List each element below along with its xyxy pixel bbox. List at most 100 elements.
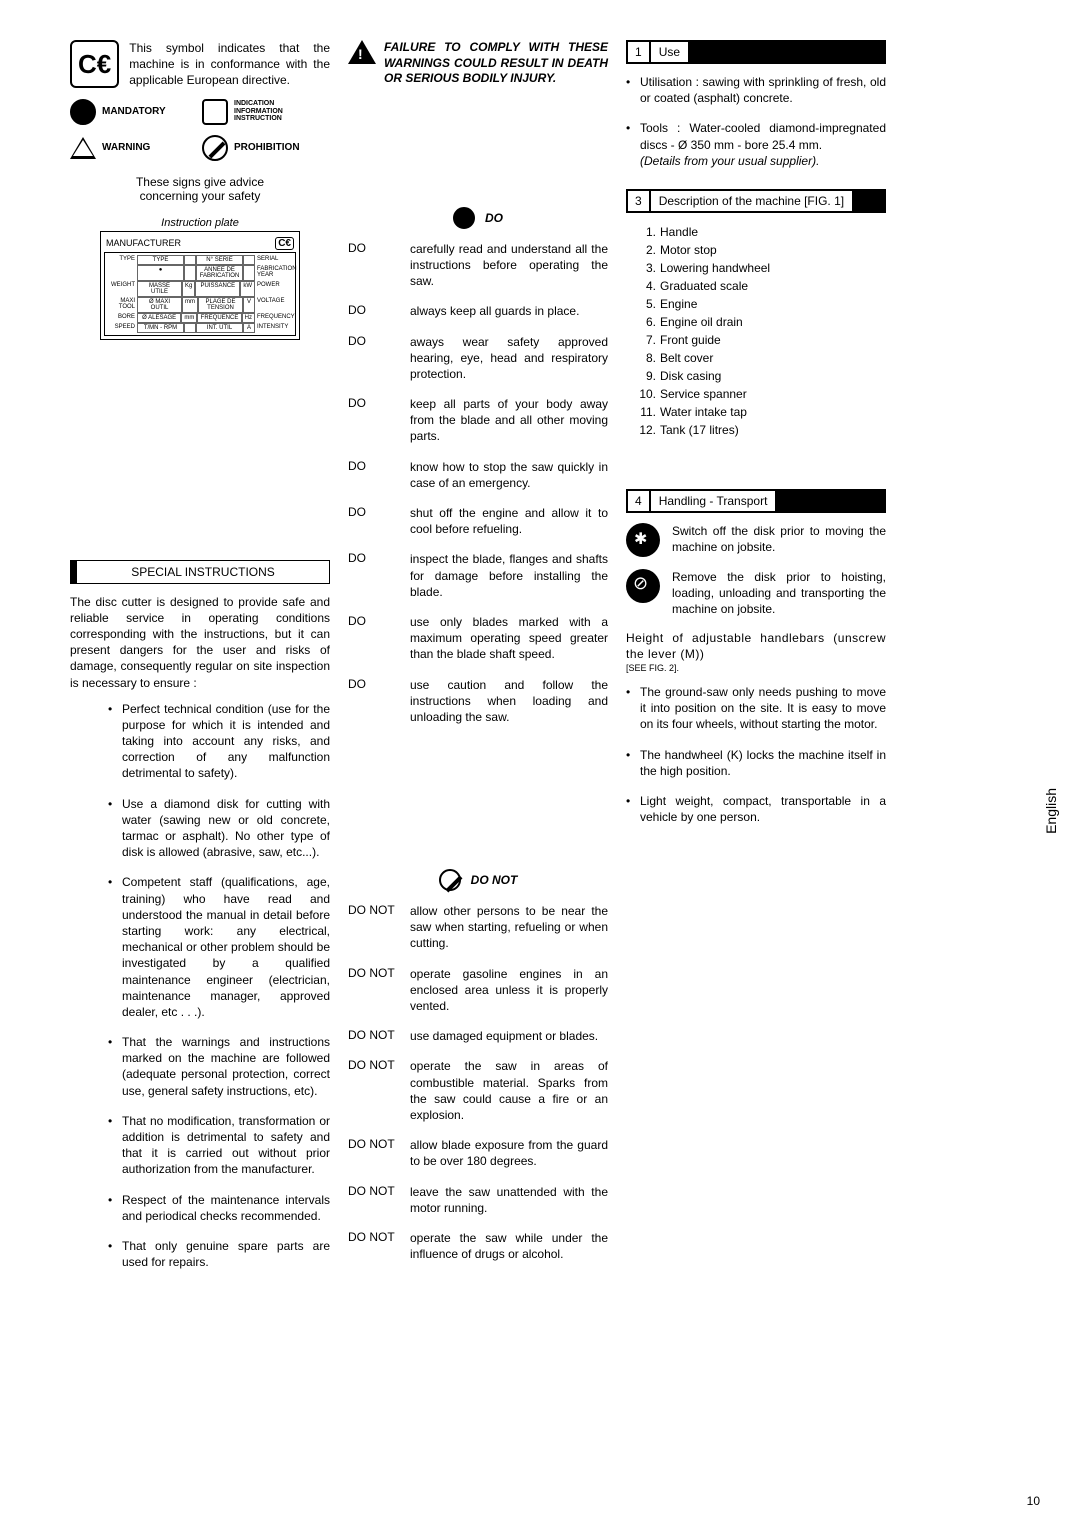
special-item: That no modification, transformation or … [108,1113,330,1178]
section-4-list: The ground-saw only needs pushing to mov… [626,684,886,825]
sign-grid: MANDATORY INDICATION INFORMATION INSTRUC… [70,99,330,161]
do-item: DOuse caution and follow the instruction… [348,677,608,726]
prohibition-label: PROHIBITION [234,142,300,153]
desc-item: 3.Lowering handwheel [636,259,886,277]
donot-item: DO NOTallow blade exposure from the guar… [348,1137,608,1169]
warning-icon [70,137,96,159]
desc-item: 12.Tank (17 litres) [636,421,886,439]
desc-item: 8.Belt cover [636,349,886,367]
transport-text-2: Remove the disk prior to hoisting, loadi… [672,569,886,618]
do-item: DOalways keep all guards in place. [348,303,608,319]
desc-item: 11.Water intake tap [636,403,886,421]
do-item: DOkeep all parts of your body away from … [348,396,608,445]
special-instructions-header: SPECIAL INSTRUCTIONS [70,560,330,584]
desc-item: 5.Engine [636,295,886,313]
special-item: Respect of the maintenance intervals and… [108,1192,330,1224]
ce-symbol-row: C€ This symbol indicates that the machin… [70,40,330,89]
indication-label: INDICATION INFORMATION INSTRUCTION [234,100,320,123]
sign-mandatory: MANDATORY [70,99,188,125]
do-header: DO [348,207,608,229]
do-item: DOshut off the engine and allow it to co… [348,505,608,537]
do-item: DOinspect the blade, flanges and shafts … [348,551,608,600]
section-4-header: 4 Handling - Transport [626,489,886,513]
page-number: 10 [1027,1494,1040,1508]
desc-item: 6.Engine oil drain [636,313,886,331]
special-instructions-list: Perfect technical condition (use for the… [108,701,330,1271]
ce-mark: C€ [70,40,119,88]
transport-row-2: Remove the disk prior to hoisting, loadi… [626,569,886,618]
transport-icon-2 [626,569,660,603]
desc-item: 10.Service spanner [636,385,886,403]
s1-item-2-note: (Details from your usual supplier). [640,154,819,168]
instruction-plate: MANUFACTURER C€ TYPE TYPE N° SERIE SERIA… [100,231,300,340]
do-item: DOknow how to stop the saw quickly in ca… [348,459,608,491]
donot-item: DO NOTuse damaged equipment or blades. [348,1028,608,1044]
transport-row-1: Switch off the disk prior to moving the … [626,523,886,557]
donot-item: DO NOTleave the saw unattended with the … [348,1184,608,1216]
transport-text-1: Switch off the disk prior to moving the … [672,523,886,555]
special-item: Competent staff (qualifications, age, tr… [108,874,330,1020]
sign-indication: INDICATION INFORMATION INSTRUCTION [202,99,320,125]
s4-item: The handwheel (K) locks the machine itse… [626,747,886,779]
s4-item: Light weight, compact, transportable in … [626,793,886,825]
donot-item: DO NOToperate the saw while under the in… [348,1230,608,1262]
special-intro: The disc cutter is designed to provide s… [70,594,330,691]
warning-text: FAILURE TO COMPLY WITH THESE WARNINGS CO… [384,40,608,87]
section-3-num: 3 [628,191,651,211]
special-item: That only genuine spare parts are used f… [108,1238,330,1270]
s1-item-1: Utilisation : sawing with sprinkling of … [626,74,886,106]
height-text: Height of adjustable handlebars (unscrew… [626,630,886,662]
do-item: DOcarefully read and understand all the … [348,241,608,290]
mandatory-label: MANDATORY [102,106,166,117]
do-label: DO [485,211,503,225]
warning-header: FAILURE TO COMPLY WITH THESE WARNINGS CO… [348,40,608,87]
section-4-num: 4 [628,491,651,511]
fig-ref: [SEE FIG. 2]. [626,662,886,674]
section-1-label: Use [651,42,688,62]
donot-item: DO NOToperate the saw in areas of combus… [348,1058,608,1123]
do-list: DOcarefully read and understand all the … [348,241,608,725]
special-item: Perfect technical condition (use for the… [108,701,330,782]
donot-icon [439,869,461,891]
special-item: That the warnings and instructions marke… [108,1034,330,1099]
section-4-label: Handling - Transport [651,491,776,511]
desc-item: 1.Handle [636,223,886,241]
special-instructions-label: SPECIAL INSTRUCTIONS [71,561,329,583]
s1-item-2: Tools : Water-cooled diamond-impregnated… [626,120,886,169]
ce-text: This symbol indicates that the machine i… [129,40,330,89]
advice-text: These signs give advice concerning your … [110,175,290,203]
do-item: DOaways wear safety approved hearing, ey… [348,334,608,383]
desc-item: 4.Graduated scale [636,277,886,295]
do-icon [453,207,475,229]
desc-item: 9.Disk casing [636,367,886,385]
section-1-list: Utilisation : sawing with sprinkling of … [626,74,886,169]
warning-label: WARNING [102,142,150,153]
sign-warning: WARNING [70,135,188,161]
section-3-header: 3 Description of the machine [FIG. 1] [626,189,886,213]
transport-icon-1 [626,523,660,557]
plate-manufacturer: MANUFACTURER [106,238,181,248]
section-1-header: 1 Use [626,40,886,64]
do-item: DOuse only blades marked with a maximum … [348,614,608,663]
donot-list: DO NOTallow other persons to be near the… [348,903,608,1262]
prohibition-icon [202,135,228,161]
language-tab: English [1037,770,1065,852]
plate-ce-mark: C€ [275,237,294,250]
indication-icon [202,99,228,125]
warning-triangle-icon [348,40,376,64]
special-item: Use a diamond disk for cutting with wate… [108,796,330,861]
desc-item: 2.Motor stop [636,241,886,259]
description-list: 1.Handle2.Motor stop3.Lowering handwheel… [636,223,886,439]
donot-item: DO NOToperate gasoline engines in an enc… [348,966,608,1015]
s1-item-2-text: Tools : Water-cooled diamond-impregnated… [640,121,886,151]
donot-label: DO NOT [471,873,518,887]
donot-header: DO NOT [348,869,608,891]
section-1-num: 1 [628,42,651,62]
desc-item: 7.Front guide [636,331,886,349]
section-3-label: Description of the machine [FIG. 1] [651,191,852,211]
s4-item: The ground-saw only needs pushing to mov… [626,684,886,733]
sign-prohibition: PROHIBITION [202,135,320,161]
donot-item: DO NOTallow other persons to be near the… [348,903,608,952]
plate-title: Instruction plate [70,217,330,229]
mandatory-icon [70,99,96,125]
